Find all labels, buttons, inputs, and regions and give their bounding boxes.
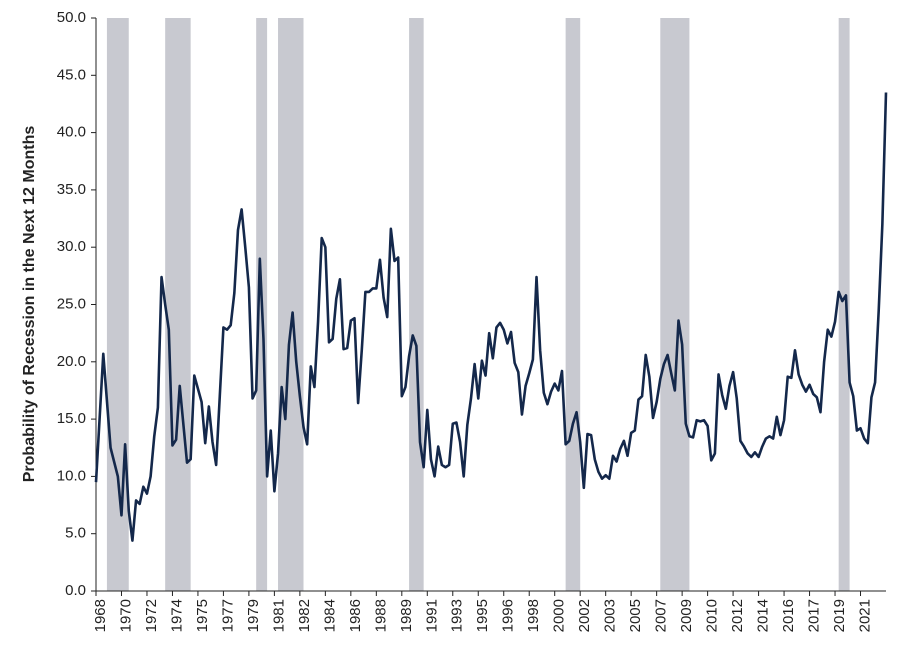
- y-tick-label: 50.0: [57, 9, 86, 26]
- y-tick-label: 15.0: [57, 410, 86, 427]
- x-tick-label: 2021: [856, 599, 873, 632]
- x-tick-label: 1979: [245, 599, 262, 632]
- y-tick-label: 20.0: [57, 353, 86, 370]
- x-tick-label: 1991: [423, 599, 440, 632]
- recession-band: [409, 18, 424, 591]
- x-tick-label: 1993: [449, 599, 466, 632]
- x-tick-label: 1998: [525, 599, 542, 632]
- x-tick-label: 1984: [321, 599, 338, 632]
- y-tick-label: 45.0: [57, 66, 86, 83]
- y-tick-label: 25.0: [57, 295, 86, 312]
- x-tick-label: 1989: [398, 599, 415, 632]
- x-tick-label: 2009: [678, 599, 695, 632]
- recession-band: [660, 18, 690, 591]
- x-tick-label: 2017: [806, 599, 823, 632]
- x-tick-label: 1981: [270, 599, 287, 632]
- series-line: [94, 92, 888, 542]
- x-tick-label: 2003: [602, 599, 619, 632]
- x-tick-label: 2007: [653, 599, 670, 632]
- x-tick-label: 2019: [831, 599, 848, 632]
- y-axis-label: Probability of Recession in the Next 12 …: [21, 126, 38, 483]
- x-tick-label: 1975: [194, 599, 211, 632]
- x-tick-label: 2016: [780, 599, 797, 632]
- x-tick-label: 1982: [296, 599, 313, 632]
- x-tick-label: 1996: [500, 599, 517, 632]
- x-tick-label: 1977: [219, 599, 236, 632]
- x-tick-label: 1972: [143, 599, 160, 632]
- y-tick-label: 40.0: [57, 124, 86, 141]
- x-tick-label: 1970: [117, 599, 134, 632]
- x-tick-label: 2002: [576, 599, 593, 632]
- x-tick-label: 1995: [474, 599, 491, 632]
- x-tick-label: 2010: [704, 599, 721, 632]
- x-tick-label: 1968: [92, 599, 109, 632]
- x-tick-label: 2014: [755, 599, 772, 632]
- x-tick-label: 1988: [372, 599, 389, 632]
- recession-band: [165, 18, 191, 591]
- y-tick-label: 10.0: [57, 467, 86, 484]
- y-tick-label: 0.0: [65, 582, 86, 599]
- recession-band: [838, 18, 850, 591]
- recession-band: [106, 18, 129, 591]
- x-tick-label: 2005: [627, 599, 644, 632]
- recession-band: [278, 18, 304, 591]
- y-tick-label: 35.0: [57, 181, 86, 198]
- x-tick-label: 1986: [347, 599, 364, 632]
- recession-band: [565, 18, 581, 591]
- y-tick-label: 5.0: [65, 525, 86, 542]
- x-tick-label: 1974: [168, 599, 185, 632]
- y-tick-label: 30.0: [57, 238, 86, 255]
- x-tick-label: 2000: [551, 599, 568, 632]
- x-tick-label: 2012: [729, 599, 746, 632]
